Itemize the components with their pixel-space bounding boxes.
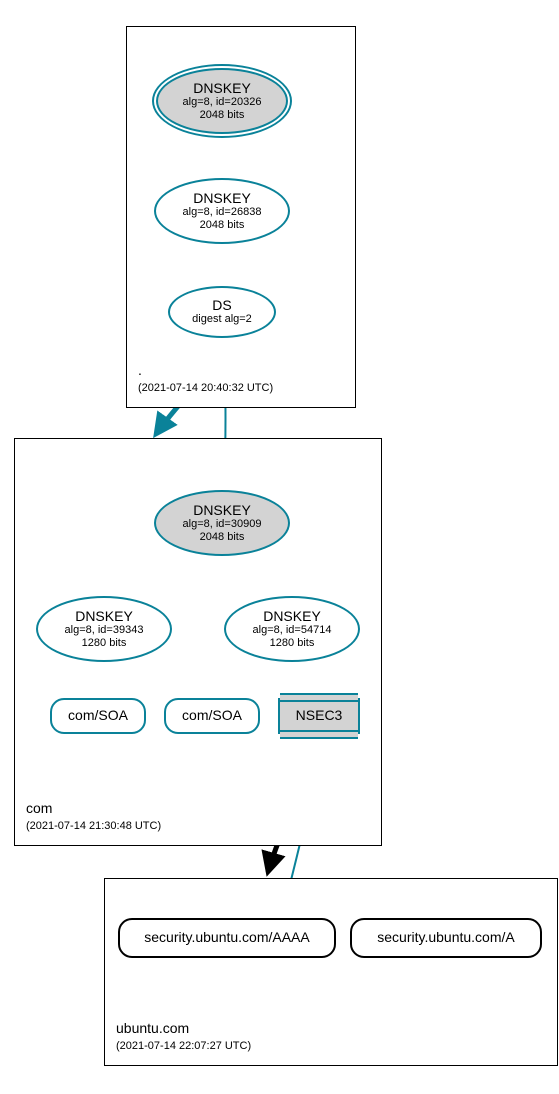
- node-com-soa1: com/SOA: [50, 698, 146, 734]
- node-com-zsk1: DNSKEY alg=8, id=39343 1280 bits: [36, 596, 172, 662]
- node-rec-aaaa: security.ubuntu.com/AAAA: [118, 918, 336, 958]
- node-com-zsk2: DNSKEY alg=8, id=54714 1280 bits: [224, 596, 360, 662]
- node-sub2: 1280 bits: [270, 637, 315, 650]
- node-title: DNSKEY: [75, 609, 133, 624]
- node-root-ds: DS digest alg=2: [168, 286, 276, 338]
- node-title: com/SOA: [182, 708, 242, 723]
- node-sub2: 2048 bits: [200, 219, 245, 232]
- node-title: DNSKEY: [193, 191, 251, 206]
- node-sub1: digest alg=2: [192, 313, 252, 326]
- zone-root-label: .: [138, 362, 142, 378]
- node-title: DNSKEY: [193, 81, 251, 96]
- node-sub2: 2048 bits: [200, 531, 245, 544]
- zone-ubuntu-timestamp: (2021-07-14 22:07:27 UTC): [116, 1040, 251, 1052]
- node-title: NSEC3: [296, 708, 343, 723]
- node-sub2: 1280 bits: [82, 637, 127, 650]
- node-root-zsk: DNSKEY alg=8, id=26838 2048 bits: [154, 178, 290, 244]
- node-root-ksk: DNSKEY alg=8, id=20326 2048 bits: [156, 68, 288, 134]
- node-title: security.ubuntu.com/A: [377, 930, 514, 945]
- zone-ubuntu-label: ubuntu.com: [116, 1020, 189, 1036]
- zone-com-label: com: [26, 800, 52, 816]
- node-sub2: 2048 bits: [200, 109, 245, 122]
- zone-ubuntu-box: [104, 878, 558, 1066]
- node-title: com/SOA: [68, 708, 128, 723]
- node-sub1: alg=8, id=20326: [183, 96, 262, 109]
- zone-root-timestamp: (2021-07-14 20:40:32 UTC): [138, 382, 273, 394]
- node-title: security.ubuntu.com/AAAA: [144, 930, 309, 945]
- node-rec-a: security.ubuntu.com/A: [350, 918, 542, 958]
- node-sub1: alg=8, id=30909: [183, 518, 262, 531]
- node-title: DS: [212, 298, 231, 313]
- node-title: DNSKEY: [263, 609, 321, 624]
- node-title: DNSKEY: [193, 503, 251, 518]
- node-sub1: alg=8, id=26838: [183, 206, 262, 219]
- node-com-soa2: com/SOA: [164, 698, 260, 734]
- node-sub1: alg=8, id=54714: [253, 624, 332, 637]
- zone-com-timestamp: (2021-07-14 21:30:48 UTC): [26, 820, 161, 832]
- node-sub1: alg=8, id=39343: [65, 624, 144, 637]
- node-nsec3: NSEC3: [278, 698, 360, 734]
- node-com-ksk: DNSKEY alg=8, id=30909 2048 bits: [154, 490, 290, 556]
